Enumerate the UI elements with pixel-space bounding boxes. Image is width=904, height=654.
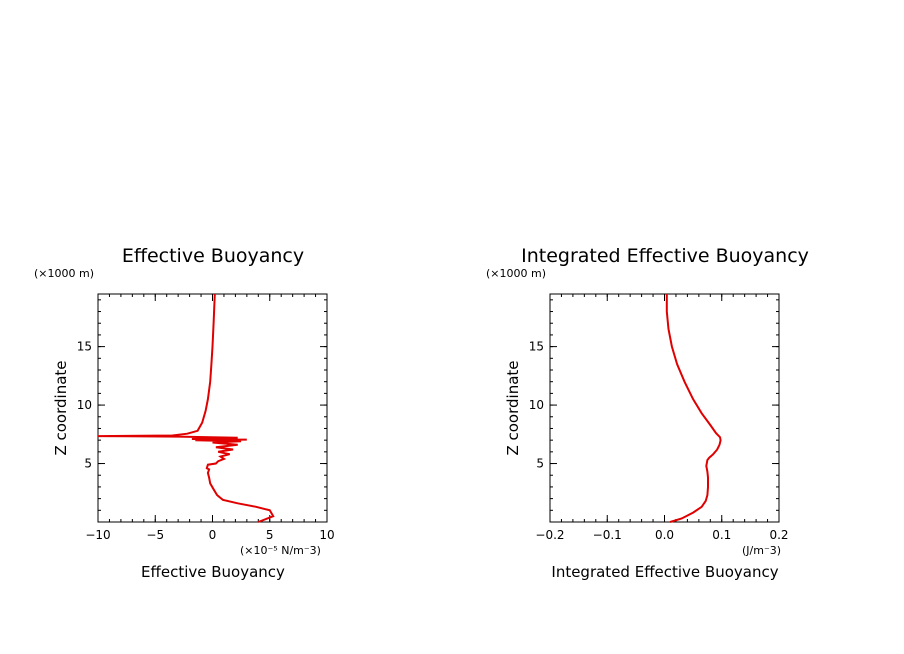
x-tick-label: 0.2 — [769, 528, 788, 542]
chart-title: Effective Buoyancy — [122, 245, 304, 267]
x-tick-label: 0.1 — [712, 528, 731, 542]
y-tick-label: 5 — [84, 457, 92, 471]
y-units-label: (×1000 m) — [486, 267, 546, 280]
series-line — [665, 294, 722, 523]
chart-effective-buoyancy: Effective Buoyancy (×1000 m) Z coordinat… — [34, 245, 335, 581]
x-tick-label: 5 — [266, 528, 274, 542]
chart-integrated-effective-buoyancy: Integrated Effective Buoyancy (×1000 m) … — [486, 245, 809, 581]
y-tick-label: 15 — [77, 340, 92, 354]
x-tick-label: 10 — [319, 528, 334, 542]
x-tick-label: −5 — [146, 528, 164, 542]
x-units-label: (J/m⁻3) — [742, 544, 781, 557]
y-axis-label: Z coordinate — [52, 360, 70, 455]
x-axis-label: Effective Buoyancy — [141, 563, 285, 581]
axis-ticks: −0.2 −0.1 0.0 0.1 0.2 5 10 15 — [529, 294, 789, 542]
x-tick-label: 0.0 — [655, 528, 674, 542]
x-tick-label: −10 — [85, 528, 110, 542]
y-tick-label: 10 — [529, 398, 544, 412]
y-axis-label: Z coordinate — [504, 360, 522, 455]
x-tick-label: −0.2 — [535, 528, 564, 542]
y-tick-label: 15 — [529, 340, 544, 354]
x-axis-label: Integrated Effective Buoyancy — [551, 563, 778, 581]
x-tick-label: −0.1 — [593, 528, 622, 542]
y-tick-label: 5 — [536, 457, 544, 471]
y-units-label: (×1000 m) — [34, 267, 94, 280]
series-line — [97, 293, 275, 523]
y-tick-label: 10 — [77, 398, 92, 412]
chart-title: Integrated Effective Buoyancy — [521, 245, 809, 267]
x-units-label: (×10⁻⁵ N/m⁻3) — [240, 544, 321, 557]
x-tick-label: 0 — [209, 528, 217, 542]
